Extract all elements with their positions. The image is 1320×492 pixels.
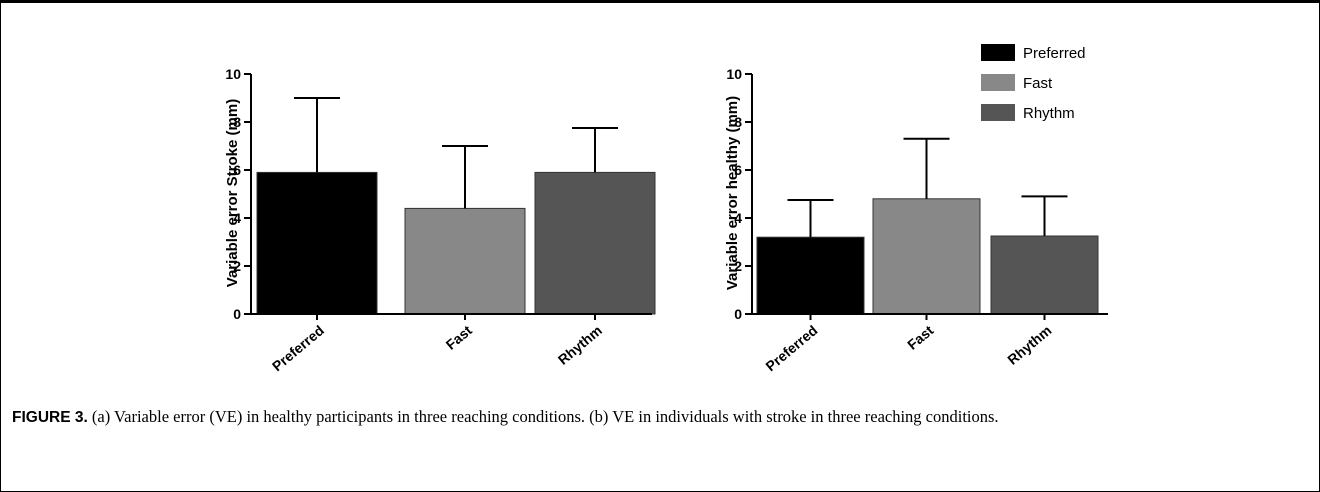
y-axis-title: Variable error Stroke (mm) bbox=[224, 99, 241, 287]
x-tick-label: Preferred bbox=[269, 322, 327, 374]
legend: Preferred Fast Rhythm bbox=[981, 44, 1086, 122]
figure-caption: FIGURE 3. (a) Variable error (VE) in hea… bbox=[12, 406, 1302, 429]
bar-preferred bbox=[256, 171, 378, 315]
bar-fast bbox=[872, 198, 981, 315]
y-tick-label: 6 bbox=[233, 162, 241, 178]
bar-rhythm bbox=[534, 171, 656, 315]
x-tick-label: Preferred bbox=[762, 322, 820, 374]
y-tick-label: 6 bbox=[734, 162, 742, 178]
legend-label: Rhythm bbox=[1023, 105, 1075, 122]
caption-figure-label: FIGURE 3. bbox=[12, 409, 88, 426]
chart-panel-a: Preferred Fast Rhythm 0 2 4 6 8 10 Variable error… bbox=[224, 66, 656, 374]
x-tick-label: Rhythm bbox=[555, 322, 605, 368]
y-tick-label: 8 bbox=[233, 114, 241, 130]
figure-charts: Preferred Fast Rhythm 0 2 4 6 8 10 Variable error… bbox=[224, 44, 1108, 374]
x-tick-label: Rhythm bbox=[1004, 322, 1054, 368]
legend-swatch bbox=[981, 74, 1015, 91]
y-tick-label: 4 bbox=[233, 210, 241, 226]
y-tick-label: 2 bbox=[734, 258, 742, 274]
y-tick-label: 0 bbox=[233, 306, 241, 322]
legend-swatch bbox=[981, 104, 1015, 121]
caption-text: (a) Variable error (VE) in healthy parti… bbox=[87, 407, 999, 426]
bar-rhythm bbox=[990, 235, 1099, 315]
y-tick-label: 2 bbox=[233, 258, 241, 274]
bar-fast bbox=[404, 207, 526, 315]
y-tick-label: 8 bbox=[734, 114, 742, 130]
y-tick-label: 4 bbox=[734, 210, 742, 226]
legend-label: Preferred bbox=[1023, 45, 1086, 62]
y-tick-label: 0 bbox=[734, 306, 742, 322]
legend-label: Fast bbox=[1023, 75, 1053, 92]
y-tick-label: 10 bbox=[726, 66, 742, 82]
legend-swatch bbox=[981, 44, 1015, 61]
y-tick-label: 10 bbox=[225, 66, 241, 82]
x-tick-label: Fast bbox=[904, 322, 937, 353]
y-axis-title: Variable error healthy (mm) bbox=[724, 96, 741, 290]
bar-preferred bbox=[756, 236, 865, 315]
chart-panel-b: Preferred Fast Rhythm 0 2 4 6 8 10 Variable error… bbox=[724, 44, 1108, 374]
x-tick-label: Fast bbox=[443, 322, 476, 353]
